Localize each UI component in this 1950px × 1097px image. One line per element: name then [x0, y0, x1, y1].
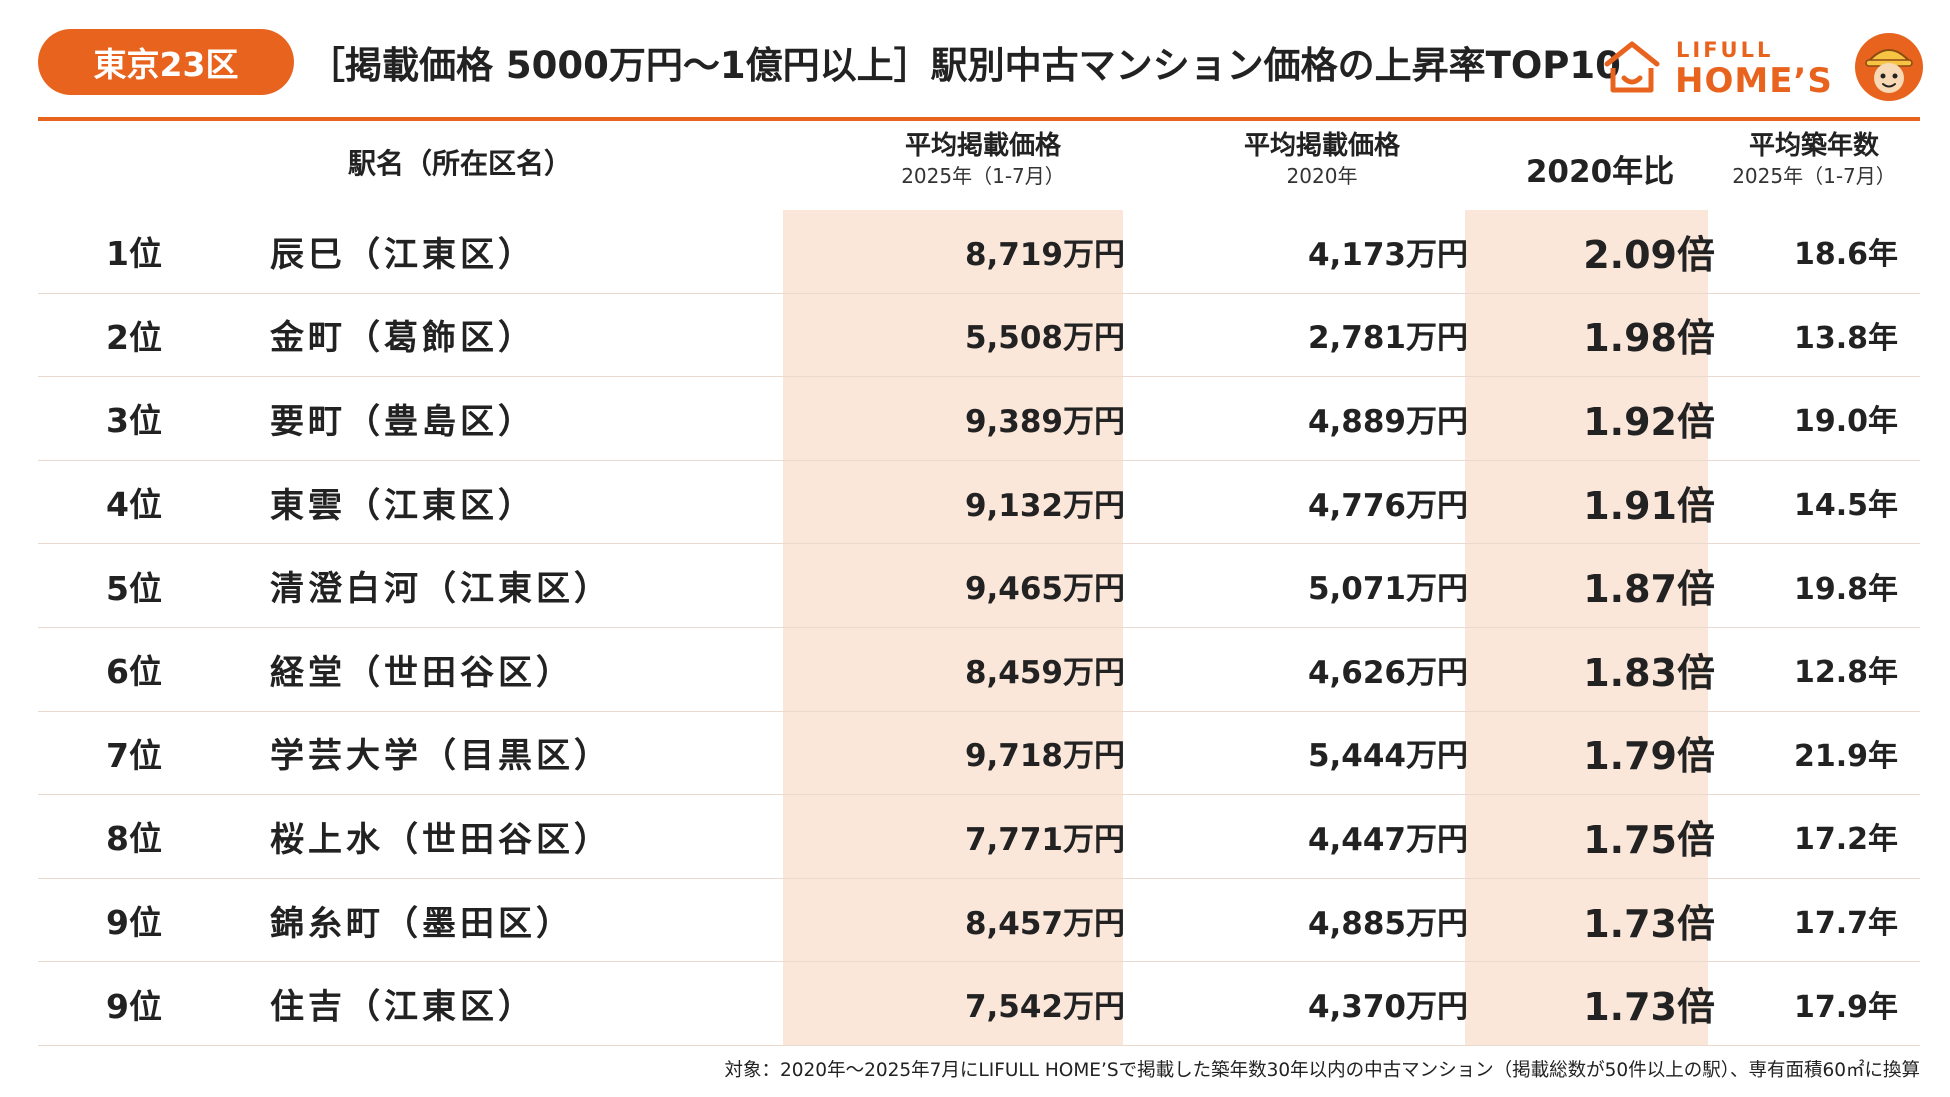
ratio-cell: 1.79倍 — [1583, 734, 1715, 779]
age-cell: 12.8年 — [1793, 655, 1898, 691]
ratio-cell: 1.91倍 — [1583, 483, 1715, 528]
price-2020-cell: 2,781万円 — [1307, 320, 1468, 357]
station-cell: 住吉（江東区） — [270, 987, 536, 1028]
price-2025-cell: 9,465万円 — [964, 571, 1125, 608]
station-cell: 経堂（世田谷区） — [270, 652, 574, 693]
ratio-cell: 1.73倍 — [1583, 985, 1715, 1030]
station-cell: 金町（葛飾区） — [270, 318, 536, 359]
station-cell: 清澄白河（江東区） — [270, 569, 612, 610]
page-title: ［掲載価格 5000万円～1億円以上］駅別中古マンション価格の上昇率TOP10 — [308, 44, 1621, 87]
ratio-cell: 1.87倍 — [1583, 567, 1715, 612]
price-2020-cell: 4,447万円 — [1307, 821, 1468, 858]
ratio-cell: 1.83倍 — [1583, 650, 1715, 695]
age-cell: 18.6年 — [1793, 237, 1898, 273]
column-header-station: 駅名（所在区名） — [347, 147, 572, 180]
table-row: 8位 桜上水（世田谷区） 7,771万円 4,447万円 1.75倍 17.2年 — [38, 795, 1920, 879]
column-header-price-2025-label: 平均掲載価格 — [904, 131, 1061, 161]
rank-cell: 6位 — [106, 652, 162, 692]
age-cell: 21.9年 — [1793, 738, 1898, 774]
mascot-character-icon — [1855, 33, 1923, 101]
rank-cell: 3位 — [106, 401, 162, 441]
price-2020-cell: 4,370万円 — [1307, 989, 1468, 1026]
price-2020-cell: 5,071万円 — [1307, 571, 1468, 608]
rank-cell: 9位 — [106, 986, 162, 1026]
station-cell: 錦糸町（墨田区） — [270, 903, 574, 944]
age-cell: 19.0年 — [1793, 404, 1898, 440]
price-2025-cell: 9,718万円 — [964, 738, 1125, 775]
station-cell: 学芸大学（目黒区） — [270, 736, 612, 777]
rank-cell: 4位 — [106, 485, 162, 525]
price-2025-cell: 7,542万円 — [964, 989, 1125, 1026]
rank-cell: 7位 — [106, 735, 162, 775]
highlight-column-2025 — [783, 210, 1123, 1046]
column-header-age-period: 2025年（1-7月） — [1732, 164, 1896, 188]
price-2020-cell: 4,889万円 — [1307, 403, 1468, 440]
age-cell: 13.8年 — [1793, 320, 1898, 356]
table-row: 6位 経堂（世田谷区） 8,459万円 4,626万円 1.83倍 12.8年 — [38, 628, 1920, 712]
logo-top-text: LIFULL — [1676, 38, 1774, 62]
region-badge: 東京23区 — [38, 29, 294, 95]
table-row: 4位 東雲（江東区） 9,132万円 4,776万円 1.91倍 14.5年 — [38, 461, 1920, 545]
station-cell: 桜上水（世田谷区） — [270, 819, 612, 860]
station-cell: 要町（豊島区） — [270, 401, 536, 442]
rank-cell: 2位 — [106, 317, 162, 357]
table-row: 3位 要町（豊島区） 9,389万円 4,889万円 1.92倍 19.0年 — [38, 377, 1920, 461]
price-2020-cell: 4,173万円 — [1307, 236, 1468, 273]
logo-main-text: HOME’S — [1675, 61, 1833, 101]
age-cell: 17.7年 — [1793, 906, 1898, 942]
price-2025-cell: 5,508万円 — [964, 320, 1125, 357]
rank-cell: 1位 — [106, 234, 162, 274]
price-2025-cell: 8,459万円 — [964, 654, 1125, 691]
price-2025-cell: 8,719万円 — [964, 236, 1125, 273]
table-row: 5位 清澄白河（江東区） 9,465万円 5,071万円 1.87倍 19.8年 — [38, 544, 1920, 628]
table-row: 9位 錦糸町（墨田区） 8,457万円 4,885万円 1.73倍 17.7年 — [38, 879, 1920, 963]
age-cell: 17.9年 — [1793, 989, 1898, 1025]
ratio-cell: 1.73倍 — [1583, 901, 1715, 946]
rank-cell: 5位 — [106, 568, 162, 608]
footnote: 対象：2020年～2025年7月にLIFULL HOME’Sで掲載した築年数30… — [724, 1060, 1921, 1081]
price-2020-cell: 4,776万円 — [1307, 487, 1468, 524]
ratio-cell: 2.09倍 — [1583, 232, 1715, 277]
station-cell: 辰巳（江東区） — [270, 234, 536, 275]
header-rule — [38, 117, 1920, 121]
price-2025-cell: 8,457万円 — [964, 905, 1125, 942]
price-2020-cell: 4,626万円 — [1307, 654, 1468, 691]
highlight-column-ratio — [1465, 210, 1708, 1046]
column-header-ratio: 2020年比 — [1525, 154, 1675, 190]
ratio-cell: 1.92倍 — [1583, 399, 1715, 444]
ranking-table: 1位 辰巳（江東区） 8,719万円 4,173万円 2.09倍 18.6年 2… — [38, 210, 1920, 1046]
price-2020-cell: 4,885万円 — [1307, 905, 1468, 942]
column-header-age-label: 平均築年数 — [1748, 131, 1879, 161]
rank-cell: 8位 — [106, 819, 162, 859]
column-header-price-2020: 平均掲載価格 2020年 — [1192, 130, 1452, 206]
column-header-price-2025: 平均掲載価格 2025年（1-7月） — [853, 130, 1113, 206]
column-header-price-2025-period: 2025年（1-7月） — [901, 164, 1065, 188]
price-2025-cell: 7,771万円 — [964, 821, 1125, 858]
column-header-age: 平均築年数 2025年（1-7月） — [1708, 130, 1920, 206]
price-2025-cell: 9,389万円 — [964, 403, 1125, 440]
age-cell: 19.8年 — [1793, 571, 1898, 607]
house-logo-icon — [1604, 41, 1660, 93]
age-cell: 14.5年 — [1793, 488, 1898, 524]
table-row: 2位 金町（葛飾区） 5,508万円 2,781万円 1.98倍 13.8年 — [38, 294, 1920, 378]
rank-cell: 9位 — [106, 903, 162, 943]
price-2025-cell: 9,132万円 — [964, 487, 1125, 524]
column-header-price-2020-period: 2020年 — [1286, 164, 1358, 188]
ratio-cell: 1.75倍 — [1583, 817, 1715, 862]
table-row: 9位 住吉（江東区） 7,542万円 4,370万円 1.73倍 17.9年 — [38, 962, 1920, 1046]
lifull-homes-logo: LIFULL HOME’S — [1603, 38, 1843, 101]
station-cell: 東雲（江東区） — [270, 485, 536, 526]
price-2020-cell: 5,444万円 — [1307, 738, 1468, 775]
column-header-price-2020-label: 平均掲載価格 — [1243, 131, 1400, 161]
table-row: 7位 学芸大学（目黒区） 9,718万円 5,444万円 1.79倍 21.9年 — [38, 712, 1920, 796]
age-cell: 17.2年 — [1793, 822, 1898, 858]
ratio-cell: 1.98倍 — [1583, 316, 1715, 361]
table-row: 1位 辰巳（江東区） 8,719万円 4,173万円 2.09倍 18.6年 — [38, 210, 1920, 294]
